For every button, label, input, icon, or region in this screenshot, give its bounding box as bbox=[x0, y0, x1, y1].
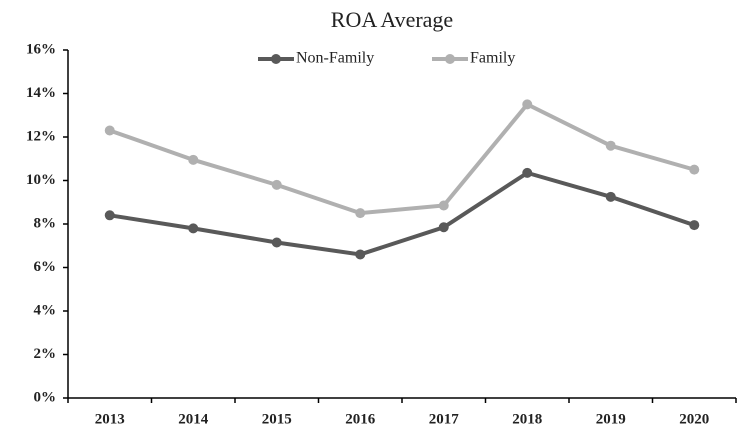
point bbox=[438, 222, 449, 233]
x-tick-label: 2017 bbox=[429, 411, 460, 427]
y-tick-label: 8% bbox=[34, 215, 57, 231]
x-tick-label: 2019 bbox=[596, 411, 626, 427]
series-line bbox=[109, 101, 695, 216]
point bbox=[188, 223, 199, 234]
point bbox=[188, 154, 199, 165]
y-tick-label: 14% bbox=[26, 85, 56, 101]
point bbox=[605, 191, 616, 202]
point bbox=[438, 200, 449, 211]
legend-label: Non-Family bbox=[296, 50, 374, 67]
y-tick-label: 4% bbox=[34, 302, 57, 318]
point bbox=[522, 99, 533, 110]
x-tick-label: 2016 bbox=[345, 411, 376, 427]
point bbox=[355, 249, 366, 260]
point bbox=[689, 164, 700, 175]
y-tick-label: 0% bbox=[34, 389, 57, 405]
point bbox=[522, 167, 533, 178]
legend-label: Family bbox=[470, 50, 515, 67]
y-tick-label: 6% bbox=[34, 259, 57, 275]
y-tick-label: 2% bbox=[34, 346, 57, 362]
y-tick-label: 12% bbox=[26, 128, 56, 144]
x-tick-label: 2015 bbox=[262, 411, 292, 427]
legend-marker bbox=[445, 54, 455, 64]
x-tick-label: 2018 bbox=[512, 411, 542, 427]
point bbox=[271, 179, 282, 190]
chart-title: ROA Average bbox=[331, 7, 453, 32]
legend-marker bbox=[271, 54, 281, 64]
point bbox=[271, 237, 282, 248]
point bbox=[689, 220, 700, 231]
point bbox=[104, 125, 115, 136]
x-tick-label: 2020 bbox=[679, 411, 709, 427]
y-tick-label: 10% bbox=[26, 172, 56, 188]
point bbox=[355, 208, 366, 219]
series-line bbox=[109, 170, 695, 257]
point bbox=[104, 210, 115, 221]
y-tick-label: 16% bbox=[26, 41, 56, 57]
x-tick-label: 2014 bbox=[178, 411, 209, 427]
point bbox=[605, 140, 616, 151]
x-tick-label: 2013 bbox=[95, 411, 125, 427]
